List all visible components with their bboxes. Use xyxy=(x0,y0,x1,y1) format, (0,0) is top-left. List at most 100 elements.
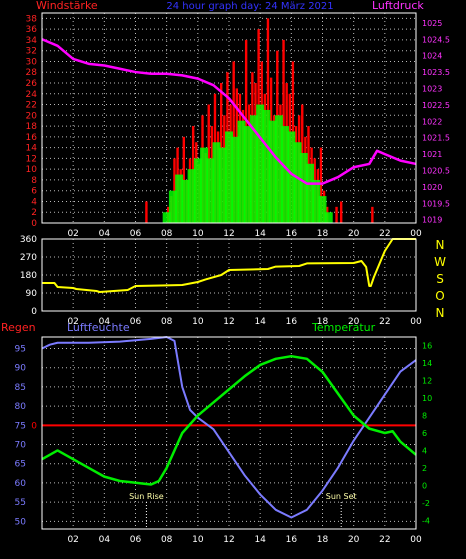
average-wind-bar xyxy=(193,158,202,223)
temperature-y-tick-label: 4 xyxy=(422,446,427,455)
temperature-y-tick-label: 14 xyxy=(422,359,432,368)
grid-layer xyxy=(42,13,416,529)
humidity-y-tick-label: 75 xyxy=(15,421,26,431)
wind-x-tick-label: 08 xyxy=(161,229,173,239)
humidity-y-tick-label: 50 xyxy=(15,517,27,527)
humidity-line xyxy=(41,336,417,519)
compass-label: N xyxy=(436,306,445,320)
wind-x-tick-label: 16 xyxy=(286,229,298,239)
sun-annotation-label: Sun Set xyxy=(326,492,357,501)
gust-bar xyxy=(340,201,343,223)
climate-x-tick-label: 18 xyxy=(317,535,329,545)
average-wind-bar xyxy=(206,158,215,223)
temperature-y-tick-label: 8 xyxy=(422,412,427,421)
direction-x-tick-label: 06 xyxy=(130,317,142,327)
compass-label: O xyxy=(435,289,444,303)
direction-x-tick-label: 14 xyxy=(254,317,266,327)
wind-x-tick-label: 20 xyxy=(348,229,360,239)
direction-x-tick-label: 04 xyxy=(99,317,111,327)
average-wind-bar xyxy=(293,142,302,223)
compass-label: W xyxy=(434,255,446,269)
wind-x-tick-label: 04 xyxy=(99,229,111,239)
humidity-axis-label: Luftfeuchte xyxy=(67,321,130,334)
climate-x-tick-label: 10 xyxy=(192,535,204,545)
wind-y-tick-label: 0 xyxy=(31,219,37,229)
wind-direction-line xyxy=(42,238,416,293)
wind-y-tick-label: 18 xyxy=(26,122,38,132)
pressure-y-tick-label: 1025 xyxy=(422,19,442,28)
average-wind-bar xyxy=(168,190,177,223)
pressure-y-tick-label: 1020.5 xyxy=(422,167,450,176)
temperature-y-tick-label: 16 xyxy=(422,342,432,351)
climate-x-tick-label: 02 xyxy=(67,535,78,545)
climate-x-tick-label: 14 xyxy=(254,535,266,545)
average-wind-bar xyxy=(268,120,277,223)
climate-x-tick-label: 08 xyxy=(161,535,173,545)
average-wind-bar xyxy=(212,142,221,223)
pressure-y-tick-label: 1023.5 xyxy=(422,68,450,77)
temperature-y-tick-label: 2 xyxy=(422,464,427,473)
chart-title: 24 hour graph day: 24 März 2021 xyxy=(166,1,333,12)
humidity-y-tick-label: 95 xyxy=(15,345,26,355)
direction-x-tick-label: 12 xyxy=(223,317,234,327)
climate-x-tick-label: 00 xyxy=(410,535,422,545)
temperature-y-tick-label: -4 xyxy=(422,516,430,525)
average-wind-bar xyxy=(274,115,283,223)
wind-y-tick-label: 38 xyxy=(26,14,38,24)
average-wind-bar xyxy=(181,179,190,223)
average-wind-bar xyxy=(281,126,290,223)
average-wind-bar xyxy=(200,147,209,223)
average-wind-bar xyxy=(299,153,308,223)
gust-bar xyxy=(371,206,374,223)
average-wind-bar xyxy=(249,115,258,223)
humidity-y-tick-label: 80 xyxy=(15,402,27,412)
wind-x-tick-label: 10 xyxy=(192,229,204,239)
wind-y-tick-label: 24 xyxy=(26,90,38,100)
direction-y-tick-label: 0 xyxy=(31,307,37,317)
pressure-y-tick-label: 1020 xyxy=(422,183,442,192)
humidity-y-tick-label: 65 xyxy=(15,460,26,470)
wind-y-tick-label: 4 xyxy=(31,197,37,207)
average-wind-bar xyxy=(225,131,233,223)
wind-y-tick-label: 28 xyxy=(26,68,38,78)
average-wind-bar xyxy=(256,104,265,223)
tick-label-layer: 0246810121416182022242628303234363810191… xyxy=(15,14,450,545)
wind-y-tick-label: 32 xyxy=(26,47,37,57)
direction-y-tick-label: 90 xyxy=(26,289,38,299)
pressure-y-tick-label: 1021.5 xyxy=(422,134,450,143)
average-wind-bar xyxy=(237,120,246,223)
wind-x-tick-label: 06 xyxy=(130,229,142,239)
direction-x-tick-label: 22 xyxy=(379,317,390,327)
average-wind-bar xyxy=(231,136,240,223)
humidity-y-tick-label: 90 xyxy=(15,364,27,374)
humidity-y-tick-label: 85 xyxy=(15,383,26,393)
wind-x-tick-label: 12 xyxy=(223,229,234,239)
compass-label: S xyxy=(436,272,444,286)
humidity-y-tick-label: 55 xyxy=(15,498,26,508)
wind-x-tick-label: 18 xyxy=(317,229,329,239)
wind-y-tick-label: 22 xyxy=(26,101,37,111)
temperature-y-tick-label: 6 xyxy=(422,429,427,438)
climate-x-tick-label: 04 xyxy=(99,535,111,545)
wind-x-tick-label: 02 xyxy=(67,229,78,239)
average-wind-bar xyxy=(262,109,271,223)
average-wind-bar xyxy=(318,196,327,223)
direction-y-tick-label: 270 xyxy=(20,253,37,263)
direction-x-tick-label: 00 xyxy=(410,317,422,327)
wind-y-tick-label: 34 xyxy=(26,36,38,46)
pressure-y-tick-label: 1022.5 xyxy=(422,101,450,110)
gust-bar xyxy=(319,147,323,223)
pressure-y-tick-label: 1021 xyxy=(422,150,442,159)
pressure-y-tick-label: 1022 xyxy=(422,117,442,126)
climate-x-tick-label: 06 xyxy=(130,535,142,545)
climate-x-tick-label: 12 xyxy=(223,535,234,545)
pressure-line xyxy=(41,38,417,185)
average-wind-bar xyxy=(243,126,252,223)
average-wind-bar xyxy=(287,131,296,223)
temperature-y-tick-label: -2 xyxy=(422,499,430,508)
temperature-y-tick-label: 0 xyxy=(422,481,427,490)
temperature-y-tick-label: 12 xyxy=(422,377,432,386)
frame-layer xyxy=(41,12,417,530)
wind-x-tick-label: 00 xyxy=(410,229,422,239)
temperature-line xyxy=(41,354,417,486)
